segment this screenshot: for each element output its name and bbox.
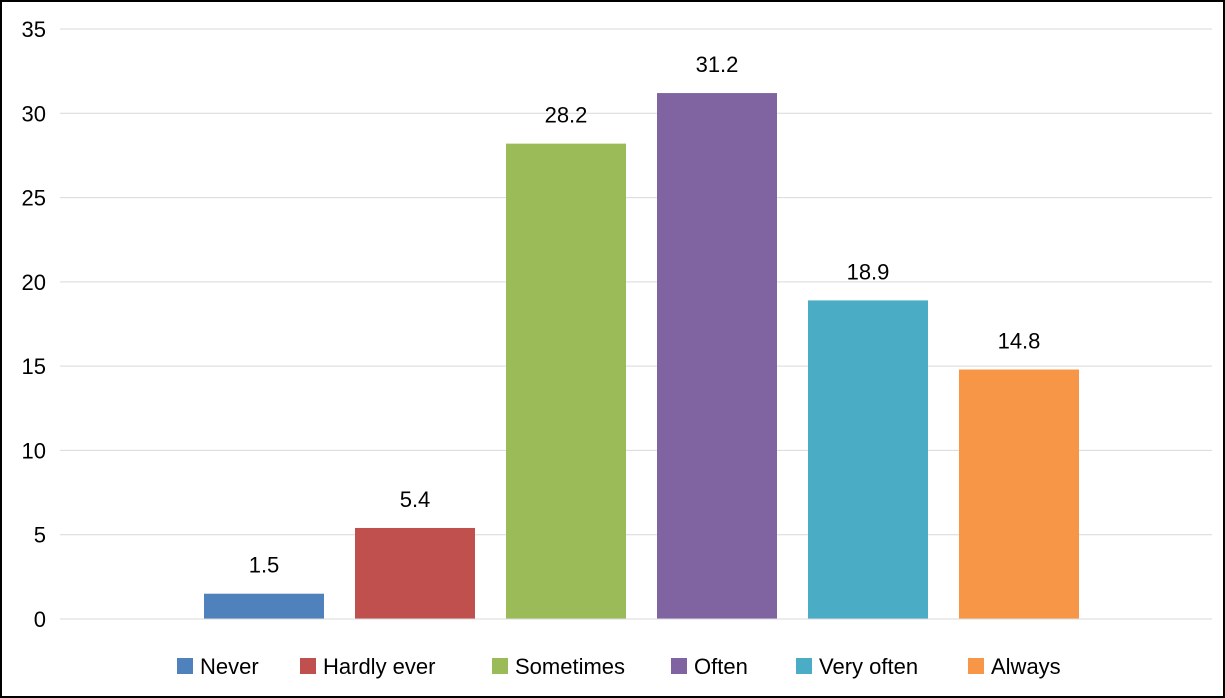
bar-sometimes: [506, 143, 626, 619]
legend-swatch: [492, 658, 508, 674]
legend-label: Never: [200, 654, 259, 679]
legend-item-always: Always: [968, 654, 1061, 679]
data-label: 18.9: [847, 259, 890, 284]
bars: [204, 93, 1079, 620]
data-label: 5.4: [400, 487, 431, 512]
legend-item-often: Often: [671, 654, 748, 679]
legend-item-never: Never: [177, 654, 259, 679]
bar-very-often: [808, 300, 928, 619]
legend-label: Often: [694, 654, 748, 679]
legend-swatch: [300, 658, 316, 674]
y-tick-label: 5: [34, 523, 46, 548]
data-label: 28.2: [545, 103, 588, 128]
y-tick-label: 15: [22, 354, 46, 379]
y-tick-label: 0: [34, 607, 46, 632]
data-labels: 1.5 5.4 28.2 31.2 18.9 14.8: [249, 52, 1041, 578]
data-label: 31.2: [696, 52, 739, 77]
y-axis-ticks: 0 5 10 15 20 25 30 35: [22, 17, 46, 632]
gridlines: [60, 28, 1212, 536]
legend-swatch: [671, 658, 687, 674]
y-tick-label: 25: [22, 186, 46, 211]
legend-label: Always: [991, 654, 1061, 679]
data-label: 14.8: [998, 329, 1041, 354]
legend-item-hardly-ever: Hardly ever: [300, 654, 435, 679]
bar-often: [657, 93, 777, 620]
y-tick-label: 35: [22, 17, 46, 42]
legend-swatch: [177, 658, 193, 674]
legend-swatch: [968, 658, 984, 674]
y-tick-label: 10: [22, 438, 46, 463]
bar-hardly-ever: [355, 527, 475, 619]
legend-swatch: [796, 658, 812, 674]
legend-item-very-often: Very often: [796, 654, 918, 679]
bar-always: [959, 369, 1079, 619]
bar-never: [204, 593, 324, 619]
legend: Never Hardly ever Sometimes Often Very often…: [177, 654, 1061, 679]
y-tick-label: 20: [22, 270, 46, 295]
legend-label: Sometimes: [515, 654, 625, 679]
legend-label: Hardly ever: [323, 654, 435, 679]
legend-label: Very often: [819, 654, 918, 679]
legend-item-sometimes: Sometimes: [492, 654, 625, 679]
y-tick-label: 30: [22, 101, 46, 126]
data-label: 1.5: [249, 553, 280, 578]
